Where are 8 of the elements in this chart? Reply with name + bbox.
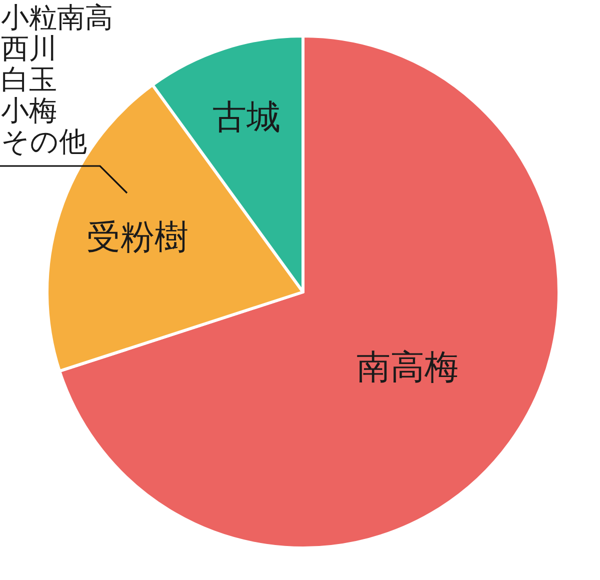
- text: 小梅: [1, 96, 57, 127]
- text: 小粒南高: [1, 3, 113, 34]
- text: 西川: [1, 34, 57, 65]
- text: その他: [1, 127, 87, 158]
- slice-label: 南高梅: [356, 349, 459, 386]
- slice-label: 受粉樹: [86, 220, 188, 257]
- text: 白玉: [1, 65, 57, 96]
- slice-label: 古城: [212, 99, 280, 136]
